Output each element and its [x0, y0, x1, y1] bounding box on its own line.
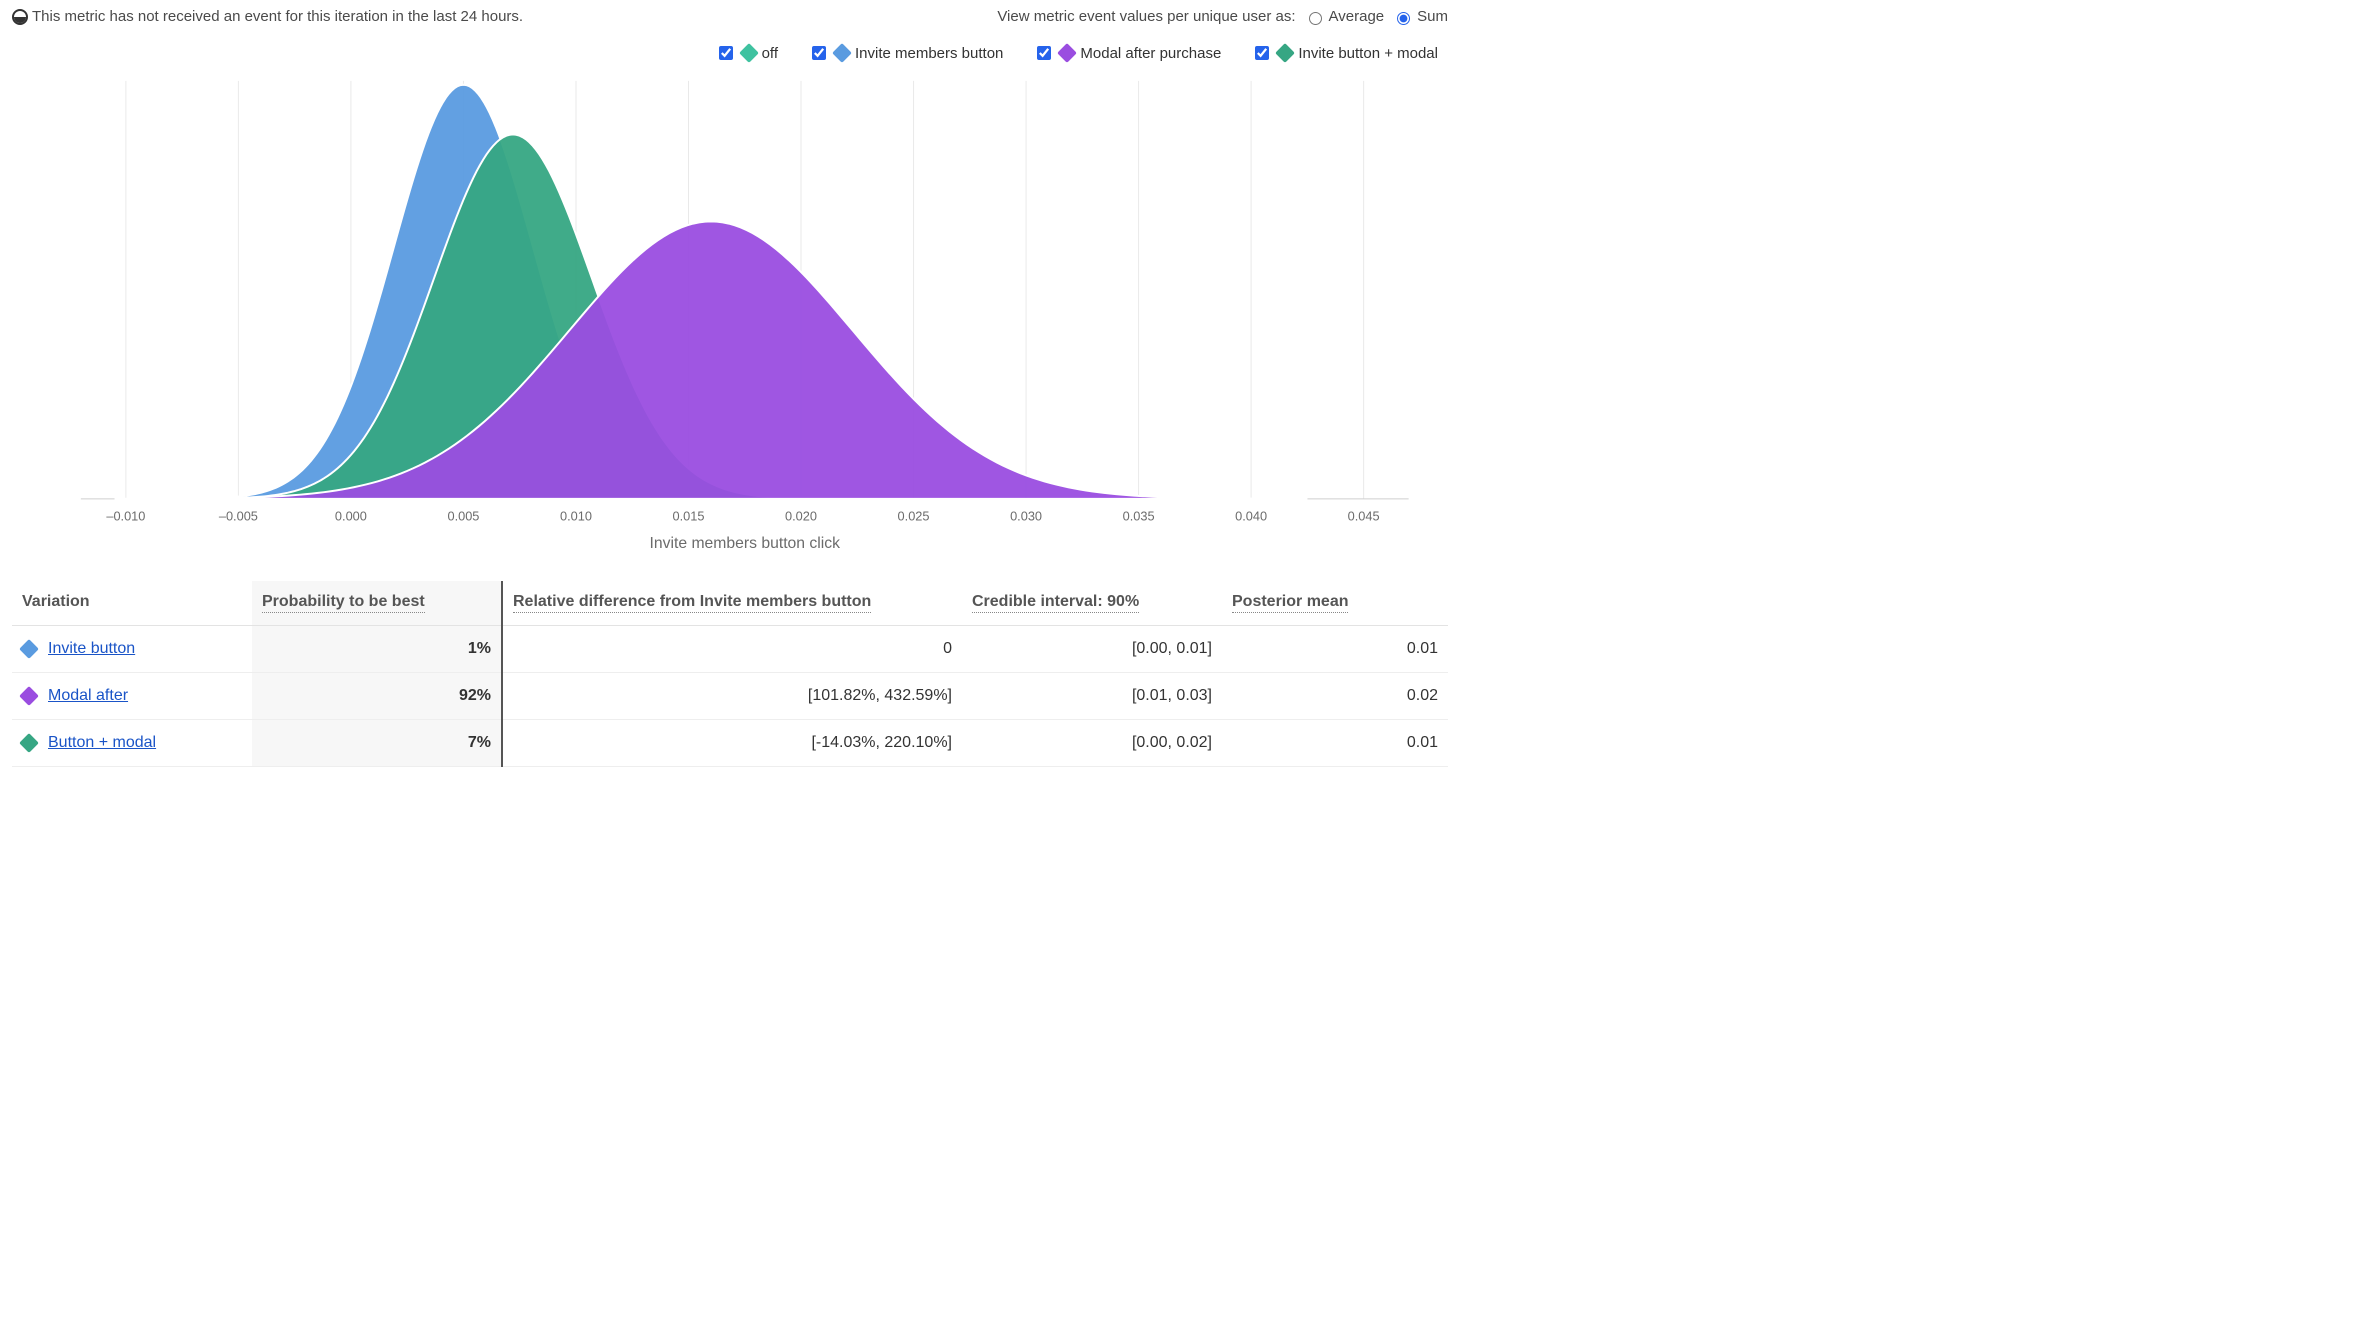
legend-checkbox-off[interactable]	[719, 46, 733, 60]
x-tick-label: 0.010	[560, 508, 592, 523]
legend-item-invite_button[interactable]: Invite members button	[808, 43, 1003, 63]
probability-value: 7%	[468, 734, 491, 751]
legend-checkbox-invite_button[interactable]	[812, 46, 826, 60]
relative-diff-value: [-14.03%, 220.10%]	[502, 719, 962, 766]
chart-legend: off Invite members button Modal after purc…	[12, 43, 1438, 63]
posterior-mean-value: 0.01	[1222, 719, 1448, 766]
density-curve-modal_after	[116, 221, 1307, 498]
header-posterior: Posterior mean	[1222, 581, 1448, 626]
legend-item-off[interactable]: off	[715, 43, 778, 63]
x-tick-label: 0.045	[1348, 508, 1380, 523]
legend-checkbox-button_modal[interactable]	[1255, 46, 1269, 60]
variation-link[interactable]: Invite button	[48, 640, 135, 658]
x-tick-label: 0.030	[1010, 508, 1042, 523]
x-tick-label: 0.040	[1235, 508, 1267, 523]
density-chart: –0.010 –0.005 0.000 0.005 0.010 0.015 0.020 0.0…	[12, 71, 1448, 573]
results-table: Variation Probability to be best Relativ…	[12, 581, 1448, 767]
average-radio-label[interactable]: Average	[1304, 8, 1385, 25]
header-credible: Credible interval: 90%	[962, 581, 1222, 626]
header-relative: Relative difference from Invite members …	[502, 581, 962, 626]
average-text: Average	[1329, 8, 1385, 25]
diamond-icon	[19, 686, 39, 706]
view-aggregation-prefix: View metric event values per unique user…	[997, 8, 1295, 25]
header-probability: Probability to be best	[252, 581, 502, 626]
legend-item-button_modal[interactable]: Invite button + modal	[1251, 43, 1438, 63]
header-variation: Variation	[12, 581, 252, 626]
legend-label: off	[762, 45, 778, 62]
x-axis-title: Invite members button click	[650, 535, 841, 552]
x-tick-label: 0.000	[335, 508, 367, 523]
diamond-icon	[19, 733, 39, 753]
legend-item-modal_after[interactable]: Modal after purchase	[1033, 43, 1221, 63]
variation-link[interactable]: Button + modal	[48, 734, 156, 752]
diamond-icon	[1057, 43, 1077, 63]
table-row: Invite button 1% 0[0.00, 0.01]0.01	[12, 625, 1448, 672]
sum-radio[interactable]	[1397, 12, 1410, 25]
x-tick-label: 0.025	[898, 508, 930, 523]
half-circle-icon	[12, 9, 28, 25]
diamond-icon	[739, 43, 759, 63]
top-bar: This metric has not received an event fo…	[12, 8, 1448, 25]
view-aggregation-toggle: View metric event values per unique user…	[997, 8, 1448, 25]
relative-diff-value: [101.82%, 432.59%]	[502, 672, 962, 719]
posterior-mean-value: 0.02	[1222, 672, 1448, 719]
table-row: Button + modal 7% [-14.03%, 220.10%][0.00,…	[12, 719, 1448, 766]
credible-interval-value: [0.01, 0.03]	[962, 672, 1222, 719]
credible-interval-value: [0.00, 0.01]	[962, 625, 1222, 672]
posterior-mean-value: 0.01	[1222, 625, 1448, 672]
x-tick-label: 0.020	[785, 508, 817, 523]
legend-checkbox-modal_after[interactable]	[1037, 46, 1051, 60]
probability-value: 92%	[459, 687, 491, 704]
diamond-icon	[832, 43, 852, 63]
x-tick-label: –0.005	[219, 508, 258, 523]
variation-link[interactable]: Modal after	[48, 687, 128, 705]
table-row: Modal after 92% [101.82%, 432.59%][0.01, 0…	[12, 672, 1448, 719]
credible-interval-value: [0.00, 0.02]	[962, 719, 1222, 766]
legend-label: Invite button + modal	[1298, 45, 1438, 62]
x-tick-label: 0.035	[1123, 508, 1155, 523]
probability-value: 1%	[468, 640, 491, 657]
x-tick-label: 0.015	[673, 508, 705, 523]
diamond-icon	[1275, 43, 1295, 63]
diamond-icon	[19, 639, 39, 659]
sum-text: Sum	[1417, 8, 1448, 25]
metric-warning-text: This metric has not received an event fo…	[32, 8, 523, 25]
x-tick-label: –0.010	[106, 508, 145, 523]
sum-radio-label[interactable]: Sum	[1392, 8, 1448, 25]
density-chart-svg: –0.010 –0.005 0.000 0.005 0.010 0.015 0.020 0.0…	[12, 71, 1448, 573]
relative-diff-value: 0	[502, 625, 962, 672]
x-tick-label: 0.005	[447, 508, 479, 523]
average-radio[interactable]	[1309, 12, 1322, 25]
metric-warning: This metric has not received an event fo…	[12, 8, 523, 25]
legend-label: Invite members button	[855, 45, 1003, 62]
legend-label: Modal after purchase	[1080, 45, 1221, 62]
table-header-row: Variation Probability to be best Relativ…	[12, 581, 1448, 626]
